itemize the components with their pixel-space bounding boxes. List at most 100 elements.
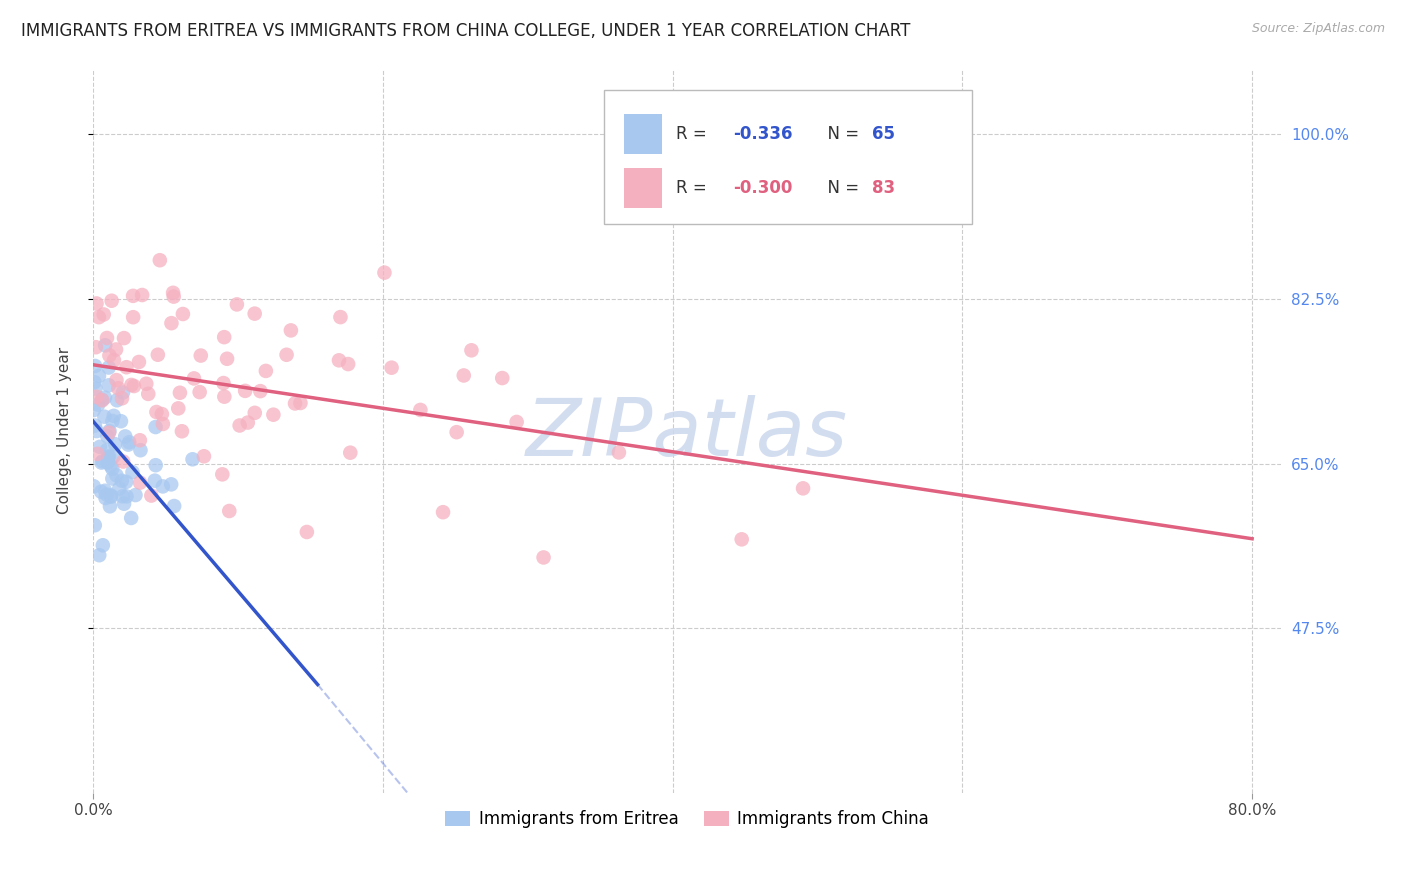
Point	[111, 489, 134, 503]
Point	[160, 316, 183, 330]
Point	[193, 450, 215, 464]
Point	[460, 343, 482, 358]
Point	[731, 533, 754, 547]
Point	[152, 479, 174, 493]
Point	[100, 490, 122, 504]
Point	[212, 330, 235, 344]
Point	[446, 425, 468, 439]
Point	[91, 538, 114, 552]
Point	[96, 429, 118, 443]
Text: Source: ZipAtlas.com: Source: ZipAtlas.com	[1251, 22, 1385, 36]
Point	[409, 403, 432, 417]
Point	[105, 468, 128, 483]
Point	[145, 405, 167, 419]
Point	[101, 414, 124, 428]
Point	[145, 458, 167, 473]
Point	[105, 343, 128, 357]
Point	[86, 296, 108, 310]
Point	[97, 450, 120, 465]
Point	[98, 500, 121, 514]
Point	[104, 437, 127, 451]
Point	[93, 409, 115, 424]
Point	[89, 548, 111, 562]
Point	[97, 360, 120, 375]
Point	[94, 491, 117, 505]
Point	[131, 288, 153, 302]
Point	[212, 376, 235, 390]
Text: ZIPatlas: ZIPatlas	[526, 395, 848, 474]
Point	[145, 420, 167, 434]
Point	[101, 462, 124, 476]
Point	[243, 307, 266, 321]
Point	[128, 355, 150, 369]
Point	[284, 396, 307, 410]
FancyBboxPatch shape	[605, 90, 972, 224]
Point	[183, 371, 205, 385]
Point	[96, 488, 118, 502]
Point	[111, 385, 134, 400]
Point	[122, 379, 145, 393]
Point	[87, 398, 110, 412]
Text: N =: N =	[817, 125, 863, 143]
Point	[262, 408, 284, 422]
Point	[121, 465, 143, 479]
Point	[228, 418, 250, 433]
Point	[117, 437, 139, 451]
Point	[337, 357, 360, 371]
Point	[103, 353, 125, 368]
Point	[84, 340, 107, 354]
Text: 65: 65	[872, 125, 896, 143]
Text: R =: R =	[676, 179, 713, 197]
Point	[101, 471, 124, 485]
Point	[218, 504, 240, 518]
Point	[115, 360, 138, 375]
Point	[107, 381, 129, 395]
Point	[112, 497, 135, 511]
Point	[215, 351, 238, 366]
Point	[163, 499, 186, 513]
Point	[105, 373, 128, 387]
Point	[115, 490, 138, 504]
Point	[181, 452, 204, 467]
Point	[86, 424, 108, 438]
Point	[101, 450, 124, 464]
Point	[90, 456, 112, 470]
Point	[329, 310, 352, 324]
Point	[89, 440, 111, 454]
Point	[172, 307, 194, 321]
Point	[98, 424, 121, 438]
Point	[167, 401, 190, 416]
Point	[84, 382, 107, 396]
Point	[505, 415, 527, 429]
Point	[108, 482, 131, 496]
Point	[84, 418, 107, 433]
Point	[103, 409, 125, 423]
Point	[100, 458, 122, 473]
Point	[83, 403, 105, 417]
Point	[136, 387, 159, 401]
Point	[211, 467, 233, 482]
Point	[190, 349, 212, 363]
Point	[149, 253, 172, 268]
Point	[373, 266, 395, 280]
Point	[290, 396, 312, 410]
Point	[233, 384, 256, 398]
Point	[83, 518, 105, 533]
Text: N =: N =	[817, 179, 863, 197]
Point	[339, 445, 361, 459]
Point	[98, 349, 121, 363]
Point	[93, 308, 115, 322]
Point	[135, 376, 157, 391]
Point	[280, 323, 302, 337]
Point	[169, 385, 191, 400]
Point	[105, 393, 128, 408]
Point	[243, 406, 266, 420]
Point	[432, 505, 454, 519]
Point	[98, 450, 121, 464]
Point	[128, 434, 150, 448]
Point	[236, 416, 259, 430]
Point	[533, 550, 555, 565]
Point	[115, 475, 138, 489]
Point	[112, 454, 135, 468]
Bar	[624, 114, 662, 153]
